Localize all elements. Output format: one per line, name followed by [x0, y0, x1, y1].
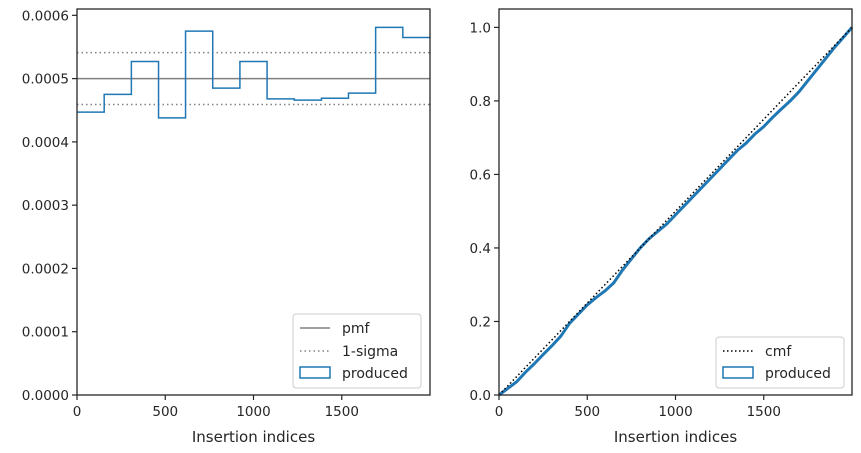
cumulative-y-tick-label: 0.8 — [470, 94, 491, 110]
legend-cumulative-produced-swatch — [722, 366, 754, 379]
cumulative-panel: 0 500 1000 1500 0.0 0.2 0.4 0.6 0.8 1.0 Insertion… — [470, 8, 854, 446]
histogram-x-axis-label: Insertion indices — [192, 428, 315, 446]
legend-cumulative-produced-label: produced — [765, 366, 831, 382]
histogram-y-tick-label: 0.0003 — [22, 198, 69, 214]
cumulative-y-tick-label: 0.0 — [470, 388, 491, 404]
histogram-y-tick-label: 0.0001 — [22, 325, 69, 341]
cumulative-legend-box — [715, 336, 845, 389]
produced-cumulative-line — [498, 26, 854, 397]
histogram-marks — [77, 26, 430, 119]
cumulative-y-tick-label: 0.2 — [470, 314, 491, 330]
histogram-y-tick-label: 0.0004 — [22, 135, 69, 151]
cumulative-x-tick-label: 0 — [495, 404, 504, 420]
legend-produced-label: produced — [342, 366, 408, 382]
cumulative-y-tick-label: 1.0 — [470, 20, 491, 36]
histogram-ticks: 0 500 1000 1500 0.0000 0.0001 0.0002 0.0003 0.00… — [22, 8, 359, 420]
histogram-y-tick-label: 0.0002 — [22, 261, 69, 277]
histogram-y-tick-label: 0.0006 — [22, 8, 69, 24]
histogram-x-tick-label: 500 — [152, 404, 178, 420]
histogram-x-tick-label: 0 — [73, 404, 82, 420]
histogram-legend-box — [292, 313, 422, 389]
cumulative-x-tick-label: 1000 — [658, 404, 692, 420]
cumulative-ticks: 0 500 1000 1500 0.0 0.2 0.4 0.6 0.8 1.0 — [470, 20, 781, 420]
histogram-x-tick-label: 1500 — [325, 404, 359, 420]
histogram-legend: pmf 1-sigma produced — [292, 313, 422, 389]
cumulative-marks — [498, 26, 854, 397]
cumulative-y-tick-label: 0.6 — [470, 167, 491, 183]
cumulative-x-tick-label: 1500 — [747, 404, 781, 420]
legend-cmf-label: cmf — [765, 344, 792, 360]
histogram-y-tick-label: 0.0000 — [22, 388, 69, 404]
legend-pmf-label: pmf — [342, 321, 371, 337]
legend-sigma-label: 1-sigma — [342, 344, 398, 360]
cumulative-x-axis-label: Insertion indices — [614, 428, 737, 446]
histogram-axes-frame — [76, 8, 431, 396]
legend-produced-swatch — [299, 366, 331, 379]
histogram-x-tick-label: 1000 — [236, 404, 270, 420]
cumulative-axes-frame — [498, 8, 853, 396]
cumulative-x-tick-label: 500 — [574, 404, 600, 420]
histogram-panel: 0 500 1000 1500 0.0000 0.0001 0.0002 0.0003 0.00… — [22, 8, 431, 446]
histogram-y-tick-label: 0.0005 — [22, 72, 69, 88]
produced-histogram-step — [77, 26, 430, 119]
cmf-line — [498, 26, 853, 396]
cumulative-legend: cmf produced — [715, 336, 845, 389]
cumulative-y-tick-label: 0.4 — [470, 241, 491, 257]
